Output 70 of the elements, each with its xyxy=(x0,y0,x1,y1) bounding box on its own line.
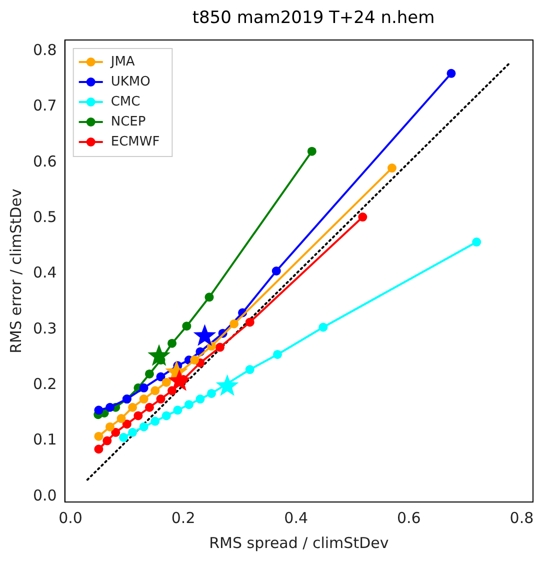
point xyxy=(446,68,456,78)
point xyxy=(184,400,194,410)
point xyxy=(128,428,138,437)
point xyxy=(162,378,171,387)
x-tick-label: 0.8 xyxy=(510,508,534,527)
y-axis-title: RMS error / climStDev xyxy=(6,188,25,354)
point xyxy=(193,324,216,346)
point xyxy=(116,414,126,424)
point xyxy=(204,292,214,302)
y-tick-label: 0.2 xyxy=(32,375,57,393)
point xyxy=(122,420,132,429)
point xyxy=(168,338,177,348)
y-tick-label: 0.8 xyxy=(32,41,57,60)
x-axis-title: RMS spread / climStDev xyxy=(209,534,389,552)
x-tick-label: 0.0 xyxy=(58,508,82,527)
point xyxy=(150,416,160,426)
y-tick-label: 0.4 xyxy=(32,264,57,282)
point xyxy=(318,322,328,332)
point xyxy=(387,164,396,173)
point xyxy=(216,374,239,396)
point xyxy=(182,322,192,331)
point xyxy=(472,238,482,247)
point xyxy=(190,356,200,365)
point xyxy=(105,422,114,432)
y-tick-label: 0.7 xyxy=(32,96,57,115)
point xyxy=(102,436,112,446)
point xyxy=(150,386,160,396)
point xyxy=(358,212,368,222)
y-tick-label: 0.0 xyxy=(32,486,57,504)
legend-label: NCEP xyxy=(110,114,146,130)
point xyxy=(272,266,281,276)
point xyxy=(144,402,154,412)
point xyxy=(94,406,104,415)
x-tick-label: 0.4 xyxy=(284,508,308,527)
y-tick-label: 0.3 xyxy=(32,319,57,338)
chart-title: t850 mam2019 T+24 n.hem xyxy=(191,8,436,28)
point xyxy=(245,365,254,374)
point xyxy=(94,432,104,441)
point xyxy=(168,369,191,391)
y-tick-label: 0.5 xyxy=(32,208,57,226)
point xyxy=(230,319,239,328)
point xyxy=(245,318,254,327)
legend-label: UKMO xyxy=(110,74,150,90)
point xyxy=(307,146,316,156)
point xyxy=(173,406,182,415)
point xyxy=(119,432,128,442)
point xyxy=(94,444,104,454)
y-tick-label: 0.6 xyxy=(32,152,57,170)
point xyxy=(134,411,143,420)
point xyxy=(139,383,148,392)
point xyxy=(144,369,154,378)
legend-label: JMA xyxy=(110,54,135,70)
point xyxy=(139,422,148,432)
point xyxy=(139,394,148,404)
point xyxy=(105,402,114,412)
point xyxy=(215,342,224,352)
legend-label: ECMWF xyxy=(110,134,160,150)
point xyxy=(156,372,166,382)
point xyxy=(148,344,170,366)
point xyxy=(128,402,138,412)
point xyxy=(207,388,216,398)
point xyxy=(272,350,282,359)
point xyxy=(156,394,166,404)
x-tick-label: 0.2 xyxy=(171,508,196,527)
x-tick-label: 0.6 xyxy=(396,508,421,527)
point xyxy=(162,411,171,420)
legend-label: CMC xyxy=(110,94,140,110)
y-tick-label: 0.1 xyxy=(32,430,57,449)
point xyxy=(111,428,120,437)
point xyxy=(196,394,205,404)
